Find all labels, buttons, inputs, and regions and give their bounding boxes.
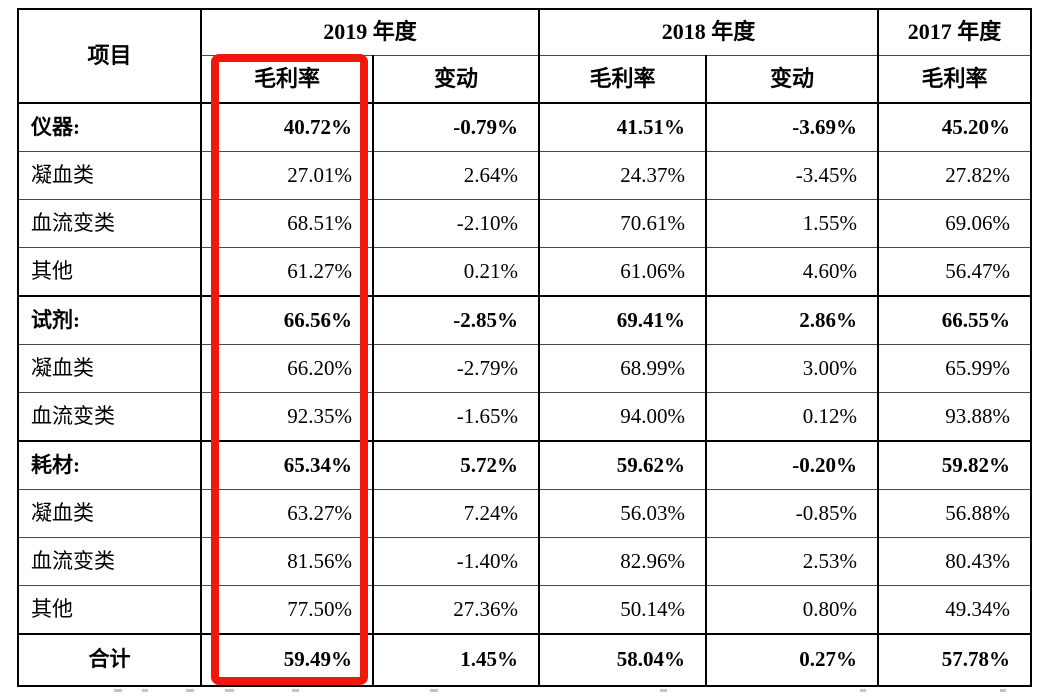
header-2017-gross-margin: 毛利率 (877, 55, 1032, 104)
table-row: 血流变类 92.35% -1.65% 94.00% 0.12% 93.88% (17, 392, 1032, 442)
cell-value: -2.79% (372, 344, 540, 393)
cell-value: 56.88% (877, 489, 1032, 538)
cell-value: -3.69% (705, 102, 879, 152)
row-label: 合计 (17, 633, 202, 687)
header-2019-change: 变动 (372, 55, 540, 104)
cell-value: 59.62% (538, 440, 707, 490)
cell-value: 66.55% (877, 295, 1032, 345)
table-row: 凝血类 66.20% -2.79% 68.99% 3.00% 65.99% (17, 344, 1032, 393)
cell-value: 5.72% (372, 440, 540, 490)
cell-value: 63.27% (200, 489, 374, 538)
cell-value: 61.27% (200, 247, 374, 297)
gross-margin-table: 项目 2019 年度 2018 年度 2017 年度 毛利率 变动 毛利率 变动… (17, 8, 1032, 687)
cell-value: 56.47% (877, 247, 1032, 297)
header-year-row: 项目 2019 年度 2018 年度 2017 年度 (17, 8, 1032, 104)
table-row: 凝血类 63.27% 7.24% 56.03% -0.85% 56.88% (17, 489, 1032, 538)
cell-value: 4.60% (705, 247, 879, 297)
table-row: 其他 61.27% 0.21% 61.06% 4.60% 56.47% (17, 247, 1032, 297)
cell-value: 93.88% (877, 392, 1032, 442)
cell-value: 69.41% (538, 295, 707, 345)
table-row: 耗材: 65.34% 5.72% 59.62% -0.20% 59.82% (17, 440, 1032, 490)
row-label: 血流变类 (17, 537, 202, 586)
table-row-total: 合计 59.49% 1.45% 58.04% 0.27% 57.78% (17, 633, 1032, 687)
header-2018-change: 变动 (705, 55, 879, 104)
cell-value: 7.24% (372, 489, 540, 538)
cell-value: 27.82% (877, 151, 1032, 200)
cell-value: 57.78% (877, 633, 1032, 687)
cell-value: 49.34% (877, 585, 1032, 635)
row-label: 其他 (17, 247, 202, 297)
cell-value: 45.20% (877, 102, 1032, 152)
cell-value: 92.35% (200, 392, 374, 442)
cell-value: 82.96% (538, 537, 707, 586)
table-row: 凝血类 27.01% 2.64% 24.37% -3.45% 27.82% (17, 151, 1032, 200)
cell-value: -1.65% (372, 392, 540, 442)
cell-value: 80.43% (877, 537, 1032, 586)
cell-value: 77.50% (200, 585, 374, 635)
cell-value: 0.21% (372, 247, 540, 297)
row-label: 其他 (17, 585, 202, 635)
cell-value: -0.79% (372, 102, 540, 152)
cell-value: 24.37% (538, 151, 707, 200)
row-label: 凝血类 (17, 151, 202, 200)
cell-value: 70.61% (538, 199, 707, 248)
header-measure-row: 毛利率 变动 毛利率 变动 毛利率 (18, 55, 1032, 104)
header-2018-gross-margin: 毛利率 (538, 55, 707, 104)
header-year-2019: 2019 年度 (200, 8, 540, 56)
table-row: 仪器: 40.72% -0.79% 41.51% -3.69% 45.20% (17, 102, 1032, 152)
cell-value: 0.12% (705, 392, 879, 442)
cell-value: 81.56% (200, 537, 374, 586)
cell-value: 41.51% (538, 102, 707, 152)
cell-value: 27.36% (372, 585, 540, 635)
header-2019-gross-margin: 毛利率 (200, 55, 374, 104)
cell-value: 50.14% (538, 585, 707, 635)
row-label: 血流变类 (17, 392, 202, 442)
cell-value: -0.85% (705, 489, 879, 538)
cell-value: 68.51% (200, 199, 374, 248)
cropped-text-artifact (0, 689, 1049, 693)
cell-value: -2.85% (372, 295, 540, 345)
cell-value: 68.99% (538, 344, 707, 393)
cell-value: -2.10% (372, 199, 540, 248)
cell-value: 1.55% (705, 199, 879, 248)
row-label: 耗材: (17, 440, 202, 490)
cell-value: 0.27% (705, 633, 879, 687)
cell-value: 0.80% (705, 585, 879, 635)
cell-value: 61.06% (538, 247, 707, 297)
row-label: 试剂: (17, 295, 202, 345)
row-label: 凝血类 (17, 489, 202, 538)
cell-value: 27.01% (200, 151, 374, 200)
cell-value: 40.72% (200, 102, 374, 152)
cell-value: 2.53% (705, 537, 879, 586)
row-label: 血流变类 (17, 199, 202, 248)
cell-value: 65.99% (877, 344, 1032, 393)
cell-value: 94.00% (538, 392, 707, 442)
table-row: 试剂: 66.56% -2.85% 69.41% 2.86% 66.55% (17, 295, 1032, 345)
table-row: 其他 77.50% 27.36% 50.14% 0.80% 49.34% (17, 585, 1032, 635)
header-item: 项目 (17, 8, 202, 104)
header-year-2018: 2018 年度 (538, 8, 879, 56)
row-label: 仪器: (17, 102, 202, 152)
cell-value: 65.34% (200, 440, 374, 490)
cell-value: 66.56% (200, 295, 374, 345)
header-year-2017: 2017 年度 (877, 8, 1032, 56)
cell-value: 58.04% (538, 633, 707, 687)
cell-value: -0.20% (705, 440, 879, 490)
cell-value: 59.82% (877, 440, 1032, 490)
cell-value: -3.45% (705, 151, 879, 200)
cell-value: 3.00% (705, 344, 879, 393)
row-label: 凝血类 (17, 344, 202, 393)
cell-value: 1.45% (372, 633, 540, 687)
cell-value: 59.49% (200, 633, 374, 687)
cell-value: 2.64% (372, 151, 540, 200)
cell-value: -1.40% (372, 537, 540, 586)
cell-value: 56.03% (538, 489, 707, 538)
cell-value: 2.86% (705, 295, 879, 345)
cell-value: 69.06% (877, 199, 1032, 248)
table-row: 血流变类 81.56% -1.40% 82.96% 2.53% 80.43% (17, 537, 1032, 586)
table-row: 血流变类 68.51% -2.10% 70.61% 1.55% 69.06% (17, 199, 1032, 248)
cell-value: 66.20% (200, 344, 374, 393)
